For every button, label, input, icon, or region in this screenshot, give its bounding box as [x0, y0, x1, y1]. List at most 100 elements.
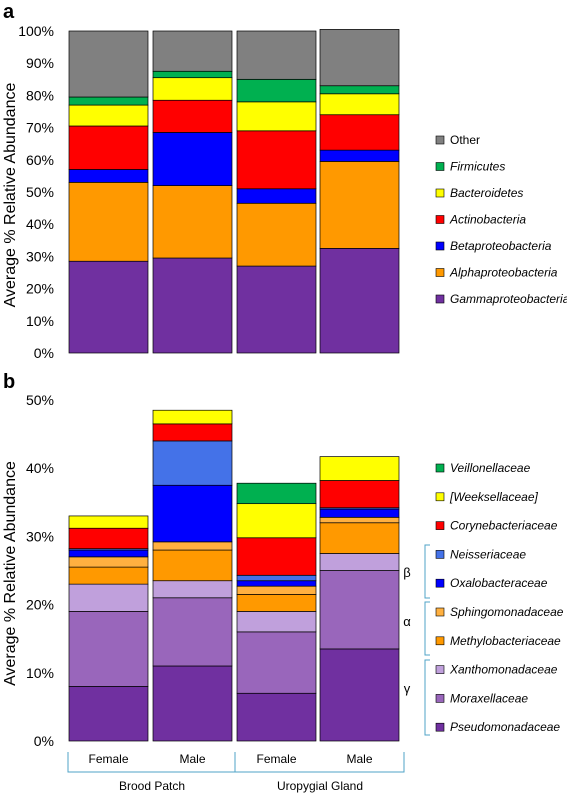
bar-segment-veillonellaceae — [236, 482, 317, 505]
bar-segment-pseudomonadaceae — [236, 692, 317, 742]
bar-segment-corynebacteriaceae — [68, 527, 149, 550]
bar-segment-alphaproteobacteria — [152, 185, 233, 259]
legend-label: Moraxellaceae — [450, 691, 528, 705]
bar-segment-other — [68, 30, 149, 98]
bar-segment-bacteroidetes — [68, 104, 149, 127]
bar-segment-corynebacteriaceae — [152, 423, 233, 442]
legend-label: Gammaproteobacteria — [450, 292, 567, 306]
group-label: Uropygial Gland — [277, 779, 363, 793]
y-tick-label: 80% — [26, 87, 54, 103]
y-tick-label: 90% — [26, 55, 54, 71]
bar-segment-pseudomonadaceae — [68, 686, 149, 742]
bar-segment--weeksellaceae- — [319, 456, 400, 481]
legend-label: Neisseriaceae — [450, 547, 526, 561]
x-category-label: Male — [346, 752, 372, 766]
bar-segment--weeksellaceae- — [68, 515, 149, 529]
bar-segment-neisseriaceae — [152, 440, 233, 486]
bar-segment-moraxellaceae — [319, 570, 400, 650]
y-tick-label: 0% — [34, 345, 54, 361]
legend-swatch — [435, 665, 445, 674]
bar-segment-gammaproteobacteria — [152, 257, 233, 354]
bar-segment-other — [319, 29, 400, 87]
bar-segment-firmicutes — [319, 85, 400, 95]
legend-swatch — [435, 294, 445, 304]
bar-segment-other — [236, 30, 317, 80]
legend-swatch — [435, 578, 445, 588]
bar-segment-bacteroidetes — [152, 77, 233, 101]
legend-swatch — [435, 268, 445, 277]
y-tick-label: 50% — [26, 392, 54, 408]
bar-segment-oxalobacteraceae — [68, 549, 149, 558]
legend-swatch — [435, 188, 445, 198]
bar-segment-gammaproteobacteria — [236, 265, 317, 354]
bar-segment-sphingomonadaceae — [68, 556, 149, 568]
legend-label: Methylobacteriaceae — [450, 634, 561, 648]
bar-segment-methylobacteriaceae — [68, 566, 149, 585]
legend-label: Sphingomonadaceae — [450, 605, 564, 619]
y-axis-label: Average % Relative Abundance — [2, 461, 19, 686]
y-tick-label: 60% — [26, 152, 54, 168]
bar-segment-alphaproteobacteria — [68, 181, 149, 262]
bar-segment-alphaproteobacteria — [236, 202, 317, 267]
legend-label: Other — [450, 133, 480, 147]
bar-segment--weeksellaceae- — [152, 409, 233, 425]
taxon-bracket — [424, 659, 430, 736]
legend-swatch — [435, 722, 445, 732]
panel-b: b Average % Relative Abundance 0% 10% 20% 30%… — [2, 371, 564, 793]
bar-segment-gammaproteobacteria — [319, 248, 400, 354]
legend-label: Actinobacteria — [449, 213, 526, 227]
bar-segment-oxalobacteraceae — [236, 580, 317, 587]
x-category-label: Male — [179, 752, 205, 766]
bar-segment-xanthomonadaceae — [152, 580, 233, 599]
taxon-bracket-label: γ — [404, 681, 411, 696]
legend-label: Oxalobacteraceae — [450, 576, 548, 590]
bar-segment-sphingomonadaceae — [236, 585, 317, 595]
panel-letter: b — [3, 371, 15, 393]
y-tick-label: 20% — [26, 281, 54, 297]
bar-segment-actinobacteria — [152, 99, 233, 133]
bar-segment-firmicutes — [68, 96, 149, 106]
bar-segment-other — [152, 30, 233, 72]
legend-swatch — [435, 162, 445, 171]
bar-segment-methylobacteriaceae — [152, 549, 233, 582]
taxon-bracket — [424, 544, 430, 599]
bar-segment-betaproteobacteria — [319, 149, 400, 162]
legend-swatch — [435, 694, 445, 703]
bar-segment-moraxellaceae — [68, 611, 149, 687]
legend-swatch — [435, 215, 445, 224]
legend-label: Bacteroidetes — [450, 186, 523, 200]
legend-swatch — [435, 550, 445, 559]
bar-segment-actinobacteria — [319, 114, 400, 151]
legend-label: Xanthomonadaceae — [449, 663, 558, 677]
bar-segment-betaproteobacteria — [68, 169, 149, 183]
bar-segment-corynebacteriaceae — [236, 537, 317, 576]
group-label: Brood Patch — [119, 779, 185, 793]
y-tick-label: 10% — [26, 665, 54, 681]
bar-segment-sphingomonadaceae — [152, 541, 233, 551]
y-tick-label: 30% — [26, 528, 54, 544]
legend-swatch — [435, 492, 445, 502]
bar-segment-xanthomonadaceae — [319, 553, 400, 571]
bar-segment-moraxellaceae — [152, 597, 233, 667]
bar-segment-corynebacteriaceae — [319, 480, 400, 509]
x-category-label: Female — [256, 752, 296, 766]
bar-segment-methylobacteriaceae — [319, 522, 400, 554]
bar-segment--weeksellaceae- — [236, 503, 317, 539]
taxon-bracket-label: β — [403, 565, 410, 580]
legend-label: Betaproteobacteria — [450, 239, 552, 253]
bar-segment-xanthomonadaceae — [236, 611, 317, 633]
legend-label: Pseudomonadaceae — [450, 720, 560, 734]
y-axis-label: Average % Relative Abundance — [2, 83, 19, 308]
bar-segment-gammaproteobacteria — [68, 260, 149, 354]
bar-segment-oxalobacteraceae — [152, 484, 233, 543]
bar-segment-neisseriaceae — [236, 574, 317, 582]
bar-segment-oxalobacteraceae — [319, 508, 400, 518]
bar-segment-pseudomonadaceae — [152, 665, 233, 742]
y-tick-label: 40% — [26, 460, 54, 476]
legend-swatch — [435, 241, 445, 251]
bar-segment-betaproteobacteria — [236, 188, 317, 204]
bar-segment-sphingomonadaceae — [319, 516, 400, 524]
y-tick-label: 40% — [26, 216, 54, 232]
legend-label: Firmicutes — [450, 160, 505, 174]
taxon-bracket — [424, 601, 430, 656]
